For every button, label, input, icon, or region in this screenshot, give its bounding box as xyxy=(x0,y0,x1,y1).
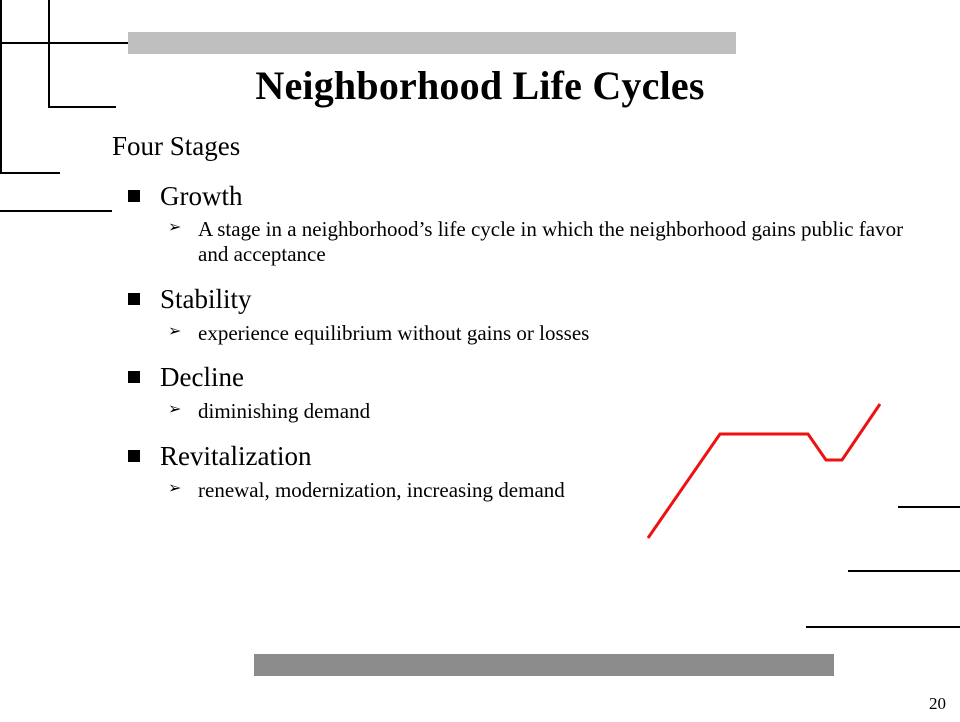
decor-bar-bottom xyxy=(254,654,834,676)
arrow-bullet-icon: ➢ xyxy=(168,322,182,340)
stage-revitalization-detail-text: renewal, modernization, increasing deman… xyxy=(198,477,565,502)
decor-step-bottom-right-1 xyxy=(806,626,960,722)
stage-stability-detail: ➢ experience equilibrium without gains o… xyxy=(112,321,912,346)
decor-step-top-left-3 xyxy=(0,0,60,174)
stage-decline-detail-text: diminishing demand xyxy=(198,399,371,424)
stage-stability-label: Stability xyxy=(160,283,252,314)
arrow-bullet-icon: ➢ xyxy=(168,401,182,419)
square-bullet-icon xyxy=(128,371,140,384)
body-lead: Four Stages xyxy=(112,131,241,161)
decor-bar-top xyxy=(128,32,736,54)
stage-stability-detail-text: experience equilibrium without gains or … xyxy=(198,320,590,345)
page-number: 20 xyxy=(929,694,946,713)
stage-stability: Stability xyxy=(112,283,912,317)
stage-revitalization-label: Revitalization xyxy=(160,441,312,471)
decor-step-top-left-4 xyxy=(0,0,112,212)
slide-title: Neighborhood Life Cycles xyxy=(255,63,705,108)
slide-body: Four Stages Growth ➢ A stage in a neighb… xyxy=(112,131,912,519)
arrow-bullet-icon: ➢ xyxy=(168,479,182,497)
stage-decline-label: Decline xyxy=(160,362,244,393)
life-cycle-curve-icon xyxy=(646,403,882,539)
stage-growth-detail: ➢ A stage in a neighborhood’s life cycle… xyxy=(112,217,912,267)
square-bullet-icon xyxy=(128,292,140,305)
decor-step-bottom-right-3 xyxy=(898,506,960,722)
stage-growth-detail-text: A stage in a neighborhood’s life cycle i… xyxy=(198,217,904,267)
decor-step-top-left-2 xyxy=(48,0,116,108)
stage-decline: Decline xyxy=(112,361,912,395)
square-bullet-icon xyxy=(128,189,140,202)
stage-revitalization: Revitalization xyxy=(112,440,912,474)
stage-revitalization-detail: ➢ renewal, modernization, increasing dem… xyxy=(112,478,912,503)
arrow-bullet-icon: ➢ xyxy=(168,219,182,237)
stage-growth: Growth xyxy=(112,180,912,214)
decor-step-bottom-right-2 xyxy=(848,570,960,722)
square-bullet-icon xyxy=(128,450,140,462)
stage-decline-detail: ➢ diminishing demand xyxy=(112,399,912,424)
stage-growth-label: Growth xyxy=(160,180,243,211)
